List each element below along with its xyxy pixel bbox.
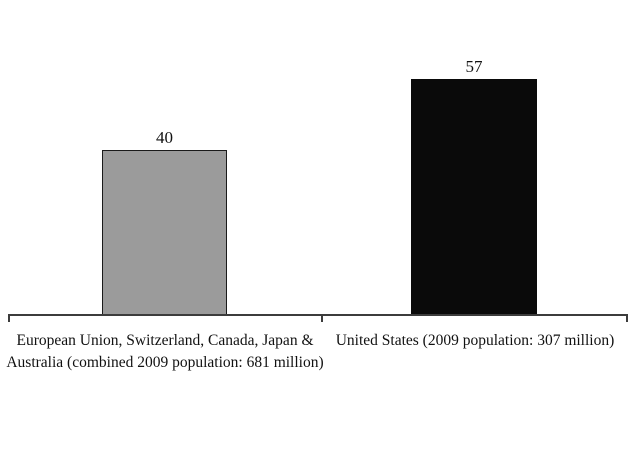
bar-eu-group — [102, 150, 227, 315]
bar-column-united-states: 57 — [411, 58, 537, 315]
bar-column-eu-group: 40 — [102, 129, 227, 315]
bar-united-states — [411, 79, 537, 315]
value-label-united-states: 57 — [465, 57, 483, 76]
x-axis-tick-left — [8, 316, 10, 322]
category-label-eu-group: European Union, Switzerland, Canada, Jap… — [6, 332, 324, 371]
value-label-eu-group: 40 — [156, 128, 173, 147]
x-axis-tick-right — [626, 316, 628, 322]
x-axis-line — [8, 314, 628, 316]
category-label-united-states: United States (2009 population: 307 mill… — [335, 332, 615, 349]
x-axis-tick-center — [321, 316, 323, 322]
